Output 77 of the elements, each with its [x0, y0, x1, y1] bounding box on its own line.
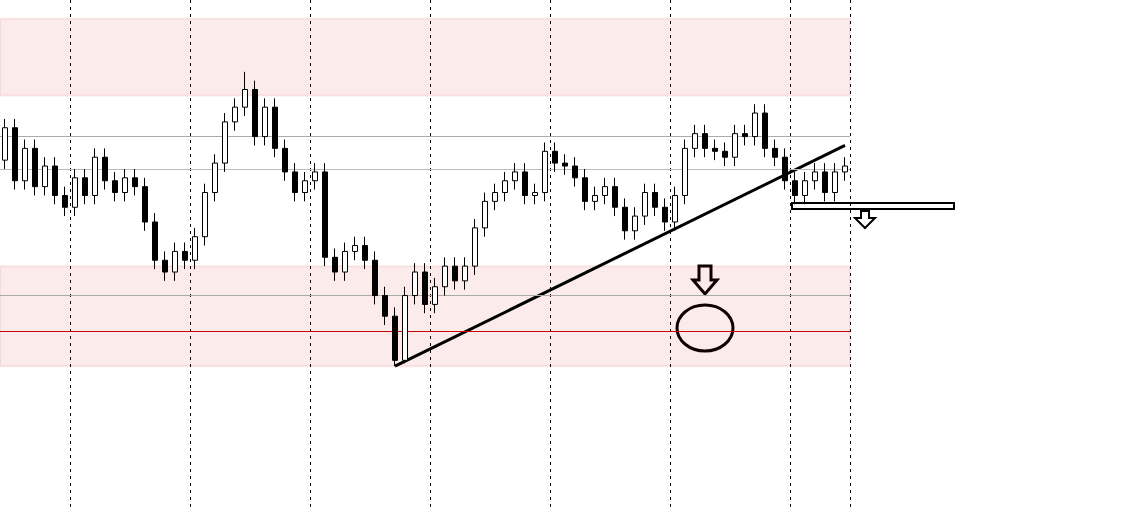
candlestick	[522, 162, 528, 205]
candlestick	[382, 286, 388, 326]
candlestick	[732, 124, 738, 167]
candlestick	[332, 247, 338, 282]
candlestick	[302, 171, 308, 202]
candlestick	[532, 183, 538, 205]
candlestick	[362, 236, 368, 270]
candlestick	[52, 156, 58, 205]
candlestick	[592, 186, 598, 211]
candlestick	[92, 147, 98, 205]
candlestick	[612, 177, 618, 217]
candlestick	[502, 171, 508, 202]
candlestick	[832, 162, 838, 202]
candlestick	[162, 250, 168, 282]
candlestick	[402, 286, 408, 364]
candlestick	[692, 124, 698, 158]
candlestick	[782, 147, 788, 191]
candlestick	[682, 139, 688, 205]
candlestick	[422, 262, 428, 314]
candlestick	[112, 171, 118, 202]
candlestick	[822, 162, 828, 202]
candlestick	[542, 141, 548, 202]
candlestick	[102, 147, 108, 191]
candlestick	[242, 71, 248, 117]
candlestick	[462, 256, 468, 291]
candlestick	[642, 183, 648, 226]
candlestick	[12, 118, 18, 191]
candlestick	[322, 162, 328, 267]
candlestick	[352, 236, 358, 261]
candlestick	[442, 256, 448, 297]
candlestick	[572, 156, 578, 188]
candlestick	[472, 218, 478, 276]
candlestick	[752, 103, 758, 146]
candlestick	[622, 197, 628, 241]
candlestick	[292, 162, 298, 202]
candlestick	[652, 183, 658, 217]
candlestick	[122, 168, 128, 202]
candlestick	[282, 139, 288, 182]
candlestick	[512, 162, 518, 191]
candlestick	[212, 153, 218, 202]
candlestick	[182, 242, 188, 270]
candlestick	[342, 242, 348, 282]
candlestick	[452, 256, 458, 291]
candlestick	[132, 168, 138, 196]
candlestick	[32, 139, 38, 196]
candlestick	[152, 212, 158, 270]
candlestick	[172, 242, 178, 282]
candlestick	[842, 156, 848, 182]
candlestick	[42, 156, 48, 196]
candlestick	[762, 103, 768, 158]
candlestick	[742, 124, 748, 146]
candlestick	[232, 97, 238, 132]
candlestick	[272, 97, 278, 158]
candlestick	[712, 139, 718, 161]
candlestick	[662, 197, 668, 232]
candlestick	[62, 186, 68, 217]
candlestick	[372, 250, 378, 305]
candlestick	[562, 153, 568, 176]
candlestick	[252, 80, 258, 146]
candlestick	[222, 112, 228, 173]
candlestick	[632, 206, 638, 241]
candlestick	[582, 168, 588, 211]
candlestick	[482, 192, 488, 238]
candlestick	[202, 183, 208, 247]
candlestick	[812, 162, 818, 191]
candlestick	[772, 139, 778, 167]
candlestick	[602, 177, 608, 205]
candlestick	[702, 124, 708, 158]
candlestick	[82, 168, 88, 205]
candlestick	[412, 262, 418, 305]
candlestick	[492, 183, 498, 211]
candlestick	[22, 139, 28, 191]
candlestick	[722, 141, 728, 167]
candlestick	[2, 118, 8, 170]
candlestick	[262, 97, 268, 146]
candlestick	[142, 177, 148, 232]
candlestick	[802, 171, 808, 205]
